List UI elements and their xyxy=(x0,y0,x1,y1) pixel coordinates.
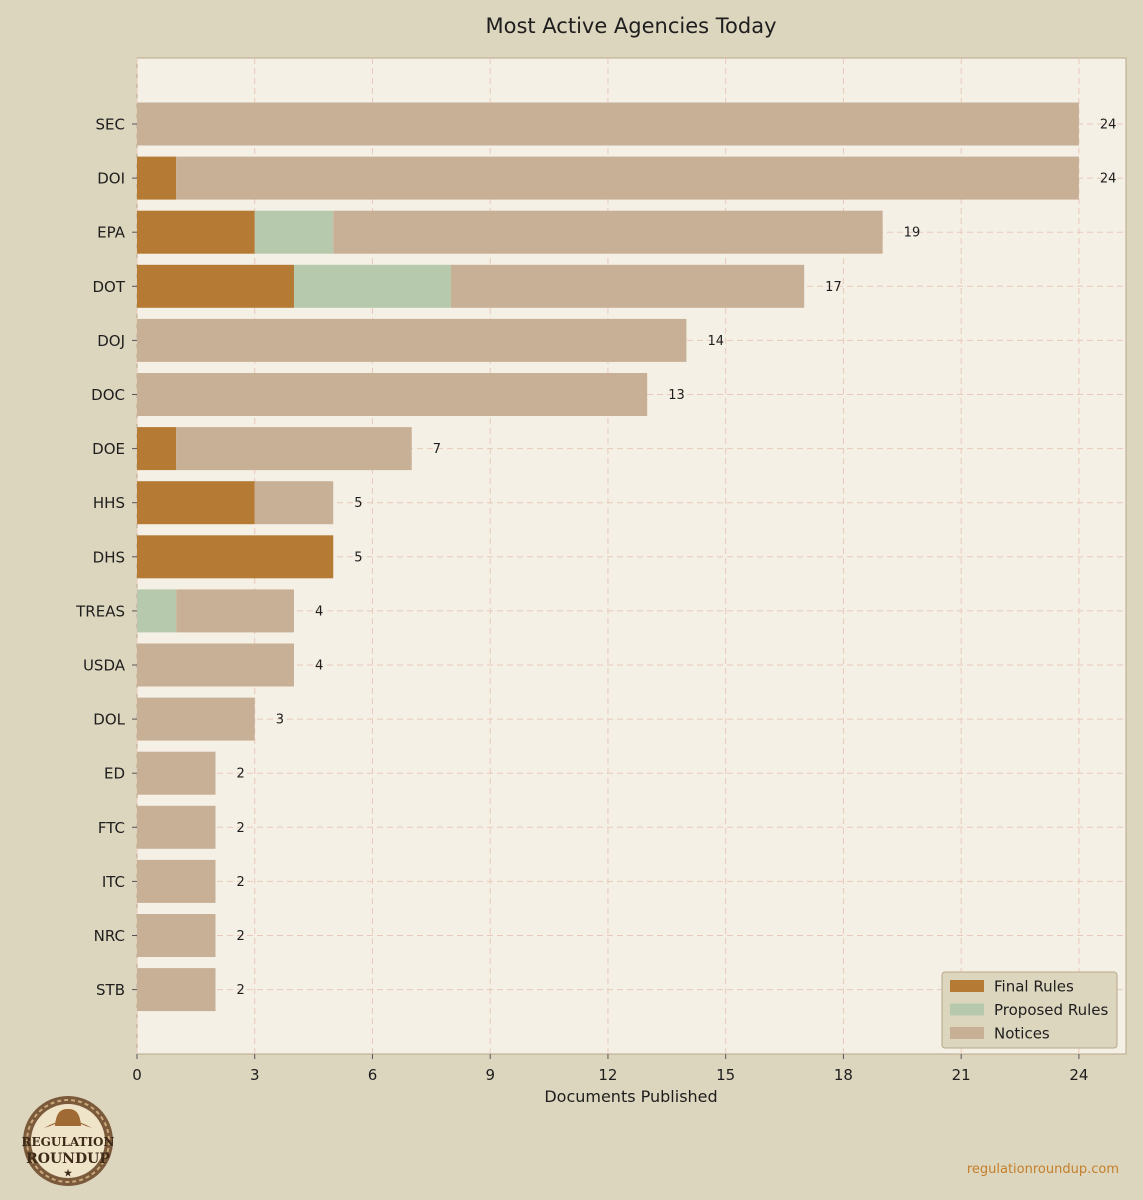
logo-line-1: REGULATION xyxy=(22,1135,115,1149)
logo-line-2: ROUNDUP xyxy=(26,1151,110,1167)
legend-swatch-proposed-rules xyxy=(950,1003,984,1016)
y-tick-nrc: NRC xyxy=(94,927,125,945)
bar-doi-final-rules xyxy=(137,156,177,200)
bar-hhs-notices xyxy=(254,481,334,525)
y-tick-itc: ITC xyxy=(102,873,125,891)
legend-label-notices: Notices xyxy=(994,1025,1050,1043)
bar-doi-notices xyxy=(176,156,1079,200)
bar-dot-notices xyxy=(450,264,805,308)
x-tick-21: 21 xyxy=(952,1066,971,1084)
bar-dhs-final-rules xyxy=(137,535,334,579)
x-tick-24: 24 xyxy=(1069,1066,1088,1084)
data-label-treas: 4 xyxy=(315,604,323,619)
bar-dot-final-rules xyxy=(137,264,294,308)
data-label-doj: 14 xyxy=(707,334,724,349)
y-tick-doc: DOC xyxy=(91,386,125,404)
bar-hhs-final-rules xyxy=(137,481,255,525)
data-label-ftc: 2 xyxy=(236,821,244,836)
legend-swatch-final-rules xyxy=(950,980,984,992)
bar-usda-notices xyxy=(137,643,294,687)
bar-doj-notices xyxy=(137,318,687,362)
bar-ftc-notices xyxy=(137,805,216,849)
bars xyxy=(137,102,1079,1012)
bar-treas-proposed-rules xyxy=(137,589,177,633)
x-tick-6: 6 xyxy=(368,1066,378,1084)
data-label-ed: 2 xyxy=(236,767,244,782)
bar-stb-notices xyxy=(137,968,216,1012)
data-label-stb: 2 xyxy=(236,983,244,998)
x-tick-12: 12 xyxy=(598,1066,617,1084)
data-label-nrc: 2 xyxy=(236,929,244,944)
data-label-dol: 3 xyxy=(276,713,284,728)
bar-epa-proposed-rules xyxy=(254,210,334,254)
bar-doe-notices xyxy=(176,427,412,471)
y-tick-ed: ED xyxy=(104,765,125,783)
star-icon: ★ xyxy=(64,1168,73,1179)
y-tick-dol: DOL xyxy=(93,711,125,729)
y-tick-dhs: DHS xyxy=(93,548,125,566)
data-label-dhs: 5 xyxy=(354,550,362,565)
y-tick-doj: DOJ xyxy=(97,332,125,350)
data-label-epa: 19 xyxy=(904,226,921,241)
x-tick-3: 3 xyxy=(250,1066,260,1084)
bar-epa-final-rules xyxy=(137,210,255,254)
y-tick-hhs: HHS xyxy=(93,494,125,512)
x-tick-18: 18 xyxy=(834,1066,853,1084)
bar-treas-notices xyxy=(176,589,294,633)
data-label-sec: 24 xyxy=(1100,118,1117,133)
x-tick-0: 0 xyxy=(132,1066,142,1084)
y-tick-doi: DOI xyxy=(97,170,125,188)
legend: Final Rules Proposed Rules Notices xyxy=(941,971,1118,1049)
data-label-hhs: 5 xyxy=(354,496,362,511)
legend-label-proposed-rules: Proposed Rules xyxy=(994,1001,1108,1019)
y-tick-ftc: FTC xyxy=(98,819,125,837)
chart-title: Most Active Agencies Today xyxy=(485,14,776,38)
data-labels: 24 24 19 17 14 13 7 5 5 4 4 3 2 2 2 2 2 xyxy=(236,118,1116,999)
x-axis-title: Documents Published xyxy=(544,1087,717,1106)
data-label-dot: 17 xyxy=(825,280,842,295)
website-link[interactable]: regulationroundup.com xyxy=(967,1162,1119,1177)
data-label-usda: 4 xyxy=(315,659,323,674)
x-axis: 0 3 6 9 12 15 18 21 24 xyxy=(132,1054,1088,1084)
bar-ed-notices xyxy=(137,751,216,795)
y-tick-doe: DOE xyxy=(92,440,125,458)
y-tick-epa: EPA xyxy=(97,224,126,242)
legend-label-final-rules: Final Rules xyxy=(994,978,1074,996)
y-tick-dot: DOT xyxy=(92,278,125,296)
bar-epa-notices xyxy=(333,210,883,254)
y-tick-usda: USDA xyxy=(83,657,126,675)
y-axis: SEC DOI EPA DOT DOJ DOC DOE HHS DHS TREAS USDA DOL E… xyxy=(75,116,137,999)
bar-itc-notices xyxy=(137,859,216,903)
x-tick-15: 15 xyxy=(716,1066,735,1084)
data-label-doe: 7 xyxy=(433,442,441,457)
bar-dot-proposed-rules xyxy=(293,264,451,308)
y-tick-treas: TREAS xyxy=(75,602,125,620)
data-label-doi: 24 xyxy=(1100,172,1117,187)
y-tick-stb: STB xyxy=(96,981,125,999)
legend-swatch-notices xyxy=(950,1027,984,1039)
data-label-doc: 13 xyxy=(668,388,685,403)
bar-dol-notices xyxy=(137,697,255,741)
legend-box xyxy=(941,971,1118,1049)
x-tick-9: 9 xyxy=(485,1066,495,1084)
bar-nrc-notices xyxy=(137,914,216,957)
regulation-roundup-logo: REGULATION ROUNDUP ★ xyxy=(22,1096,115,1186)
bar-doc-notices xyxy=(137,373,648,416)
bar-sec-notices xyxy=(137,102,1079,146)
data-label-itc: 2 xyxy=(236,875,244,890)
y-tick-sec: SEC xyxy=(96,116,125,134)
bar-doe-final-rules xyxy=(137,427,177,471)
